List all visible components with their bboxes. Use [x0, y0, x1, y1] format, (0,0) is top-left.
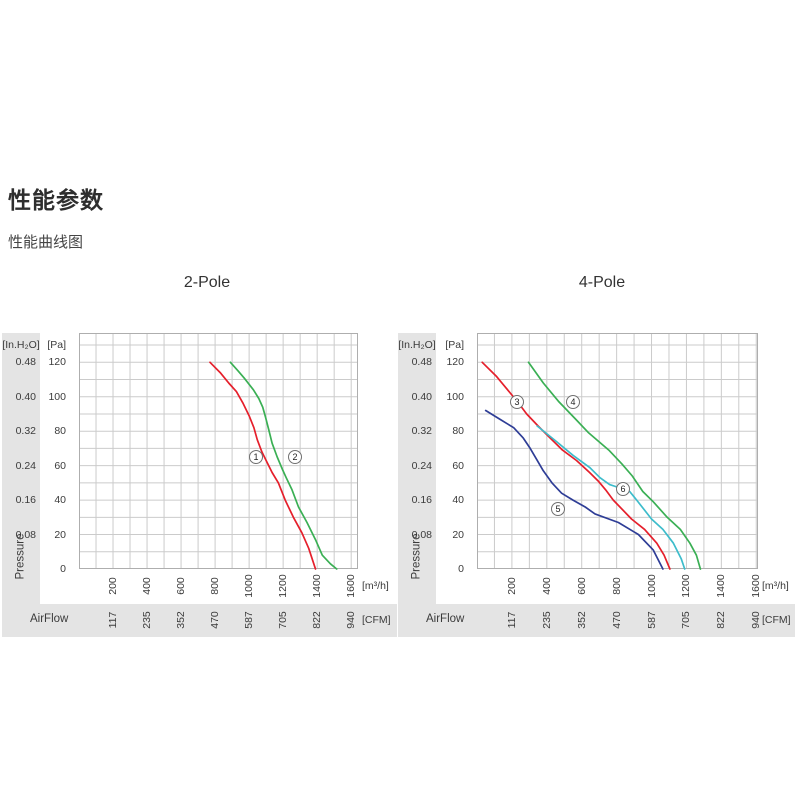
plot-area-4-pole — [477, 333, 758, 570]
airflow-cfm-band — [2, 604, 397, 637]
airflow-axis-label: AirFlow — [426, 613, 465, 625]
x-tick-cfm: 352 — [175, 611, 188, 629]
y-tick-pa: 120 — [446, 356, 464, 369]
y-tick-inh2o: 0.32 — [15, 425, 36, 438]
x-tick-m3h: 1000 — [645, 574, 658, 598]
y-tick-pa: 100 — [48, 390, 66, 403]
x-tick-m3h: 1600 — [750, 574, 763, 598]
pressure-axis-label: Pressure — [410, 533, 423, 580]
x-tick-cfm: 117 — [107, 611, 120, 629]
y-tick-inh2o: 0.16 — [15, 494, 36, 507]
x-tick-m3h: 800 — [610, 577, 623, 595]
y-tick-pa: 0 — [60, 563, 66, 575]
curve-label-2: 2 — [288, 450, 302, 464]
y-tick-inh2o: 0.48 — [15, 356, 36, 369]
curve-2 — [229, 361, 338, 570]
y-tick-pa: 60 — [452, 459, 464, 472]
curve-1 — [209, 361, 317, 570]
airflow-cfm-band — [398, 604, 795, 637]
x-tick-m3h: 400 — [540, 577, 553, 595]
y-tick-pa: 40 — [452, 494, 464, 507]
chart-title-2-pole: 2-Pole — [183, 274, 231, 291]
x-tick-cfm: 705 — [277, 611, 290, 629]
y-tick-pa: 60 — [54, 459, 66, 472]
x-tick-m3h: 800 — [209, 577, 222, 595]
curve-label-1: 1 — [249, 450, 263, 464]
x-tick-cfm: 235 — [540, 611, 553, 629]
page-title: 性能参数 — [8, 187, 104, 213]
y-tick-pa: 120 — [48, 356, 66, 369]
pressure-unit-band — [398, 333, 436, 637]
x-tick-cfm: 470 — [610, 611, 623, 629]
airflow-axis-label: AirFlow — [30, 613, 69, 625]
x-tick-m3h: 1200 — [680, 574, 693, 598]
y-tick-inh2o: 0.24 — [15, 459, 36, 472]
y-tick-inh2o: 0.08 — [15, 528, 36, 541]
x-tick-cfm: 587 — [645, 611, 658, 629]
y-tick-inh2o: 0.24 — [411, 459, 432, 472]
x-tick-m3h: 600 — [575, 577, 588, 595]
plot-border — [79, 333, 358, 569]
y-tick-inh2o: 0.48 — [411, 356, 432, 369]
x-tick-m3h: 1600 — [345, 574, 358, 598]
curve-label-3: 3 — [510, 395, 524, 409]
x-tick-cfm: 940 — [345, 611, 358, 629]
x-unit-m3h: [m³/h] — [762, 580, 789, 592]
x-tick-cfm: 822 — [311, 611, 324, 629]
y-tick-inh2o: 0.08 — [411, 528, 432, 541]
y-tick-pa: 20 — [54, 528, 66, 541]
x-tick-cfm: 822 — [715, 611, 728, 629]
curve-label-4: 4 — [566, 395, 580, 409]
y-unit-inh2o: [In.H₂O] — [2, 339, 40, 351]
y-tick-inh2o: 0.40 — [411, 390, 432, 403]
x-tick-cfm: 940 — [750, 611, 763, 629]
x-tick-cfm: 705 — [680, 611, 693, 629]
y-tick-pa: 80 — [452, 425, 464, 438]
plot-border — [477, 333, 758, 569]
curve-4 — [527, 361, 702, 570]
y-tick-pa: 100 — [446, 390, 464, 403]
page-subtitle: 性能曲线图 — [8, 234, 84, 251]
y-tick-inh2o: 0.16 — [411, 494, 432, 507]
x-tick-cfm: 352 — [575, 611, 588, 629]
y-tick-inh2o: 0.40 — [15, 390, 36, 403]
y-unit-pa: [Pa] — [445, 339, 464, 351]
plot-area-2-pole — [79, 333, 358, 570]
x-tick-cfm: 470 — [209, 611, 222, 629]
x-tick-m3h: 400 — [141, 577, 154, 595]
y-tick-pa: 20 — [452, 528, 464, 541]
x-tick-m3h: 1200 — [277, 574, 290, 598]
y-tick-pa: 80 — [54, 425, 66, 438]
x-tick-m3h: 200 — [107, 577, 120, 595]
curve-label-5: 5 — [551, 502, 565, 516]
y-unit-pa: [Pa] — [47, 339, 66, 351]
y-unit-inh2o: [In.H₂O] — [398, 339, 436, 351]
x-tick-m3h: 1400 — [715, 574, 728, 598]
y-tick-pa: 40 — [54, 494, 66, 507]
x-unit-cfm: [CFM] — [762, 614, 791, 626]
x-tick-m3h: 1000 — [243, 574, 256, 598]
x-tick-m3h: 600 — [175, 577, 188, 595]
curve-label-6: 6 — [616, 482, 630, 496]
pressure-axis-label: Pressure — [14, 533, 27, 580]
x-tick-m3h: 200 — [505, 577, 518, 595]
x-tick-m3h: 1400 — [311, 574, 324, 598]
x-unit-cfm: [CFM] — [362, 614, 391, 626]
x-tick-cfm: 235 — [141, 611, 154, 629]
x-unit-m3h: [m³/h] — [362, 580, 389, 592]
chart-title-4-pole: 4-Pole — [578, 274, 626, 291]
x-tick-cfm: 117 — [505, 611, 518, 629]
curve-5 — [484, 409, 664, 570]
pressure-unit-band — [2, 333, 40, 637]
x-tick-cfm: 587 — [243, 611, 256, 629]
y-tick-pa: 0 — [458, 563, 464, 575]
y-tick-inh2o: 0.32 — [411, 425, 432, 438]
